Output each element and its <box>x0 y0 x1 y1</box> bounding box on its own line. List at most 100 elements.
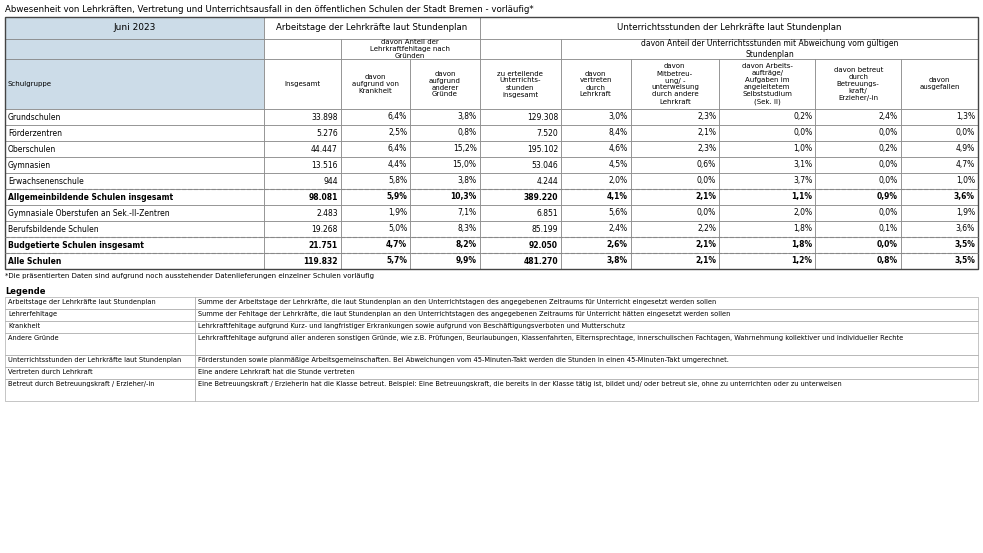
Bar <box>480 221 561 237</box>
Text: Eine andere Lehrkraft hat die Stunde vertreten: Eine andere Lehrkraft hat die Stunde ver… <box>198 369 355 375</box>
Text: 1,8%: 1,8% <box>791 241 812 249</box>
Text: 1,3%: 1,3% <box>955 112 975 122</box>
Bar <box>5 237 263 253</box>
Text: 19.268: 19.268 <box>312 225 338 233</box>
Text: 5,6%: 5,6% <box>608 208 627 217</box>
Text: 5.276: 5.276 <box>316 128 338 138</box>
Text: 3,6%: 3,6% <box>954 192 975 201</box>
Bar <box>195 379 978 401</box>
Text: 98.081: 98.081 <box>309 192 338 201</box>
Text: 3,8%: 3,8% <box>607 257 627 265</box>
Bar <box>480 17 978 39</box>
Bar <box>561 141 630 157</box>
Bar <box>480 39 561 59</box>
Text: Berufsbildende Schulen: Berufsbildende Schulen <box>8 225 98 233</box>
Text: 0,6%: 0,6% <box>697 160 717 170</box>
Text: 0,0%: 0,0% <box>697 176 717 185</box>
Bar <box>5 367 195 379</box>
Text: 0,0%: 0,0% <box>879 128 898 138</box>
Text: 3,5%: 3,5% <box>954 257 975 265</box>
Text: 4,1%: 4,1% <box>607 192 627 201</box>
Bar <box>815 125 901 141</box>
Text: 3,5%: 3,5% <box>954 241 975 249</box>
Bar <box>901 221 978 237</box>
Text: davon
Mitbetreu-
ung/ -
unterweisung
durch andere
Lehrkraft: davon Mitbetreu- ung/ - unterweisung dur… <box>651 64 699 105</box>
Text: 4.244: 4.244 <box>537 176 558 185</box>
Text: 0,0%: 0,0% <box>697 208 717 217</box>
Bar <box>561 157 630 173</box>
Text: davon
ausgefallen: davon ausgefallen <box>919 77 959 91</box>
Text: Lehrkraftfehltage aufgrund aller anderen sonstigen Gründe, wie z.B. Prüfungen, B: Lehrkraftfehltage aufgrund aller anderen… <box>198 335 903 341</box>
Text: 2,1%: 2,1% <box>695 192 717 201</box>
Text: 195.102: 195.102 <box>527 144 558 154</box>
Bar <box>341 237 410 253</box>
Text: 1,1%: 1,1% <box>791 192 812 201</box>
Text: davon
vertreten
durch
Lehrkraft: davon vertreten durch Lehrkraft <box>580 70 612 97</box>
Text: Lehrerfehltage: Lehrerfehltage <box>8 311 57 317</box>
Text: 4,6%: 4,6% <box>608 144 627 154</box>
Bar <box>480 157 561 173</box>
Text: 3,7%: 3,7% <box>793 176 812 185</box>
Text: 2,3%: 2,3% <box>697 144 717 154</box>
Text: 0,0%: 0,0% <box>879 208 898 217</box>
Text: 6,4%: 6,4% <box>388 112 407 122</box>
Text: 2,4%: 2,4% <box>608 225 627 233</box>
Bar <box>263 109 341 125</box>
Text: Schulgruppe: Schulgruppe <box>8 81 52 87</box>
Text: Unterrichtsstunden der Lehrkräfte laut Stundenplan: Unterrichtsstunden der Lehrkräfte laut S… <box>8 357 181 363</box>
Text: 85.199: 85.199 <box>532 225 558 233</box>
Bar <box>630 253 720 269</box>
Bar <box>815 205 901 221</box>
Text: 0,1%: 0,1% <box>879 225 898 233</box>
Text: Unterrichtsstunden der Lehrkräfte laut Stundenplan: Unterrichtsstunden der Lehrkräfte laut S… <box>616 23 841 33</box>
Bar <box>480 253 561 269</box>
Bar <box>5 109 263 125</box>
Text: 3,6%: 3,6% <box>955 225 975 233</box>
Text: 6,4%: 6,4% <box>388 144 407 154</box>
Bar <box>195 309 978 321</box>
Bar <box>815 109 901 125</box>
Bar <box>901 109 978 125</box>
Text: 2,0%: 2,0% <box>793 208 812 217</box>
Text: Allgemeinbildende Schulen insgesamt: Allgemeinbildende Schulen insgesamt <box>8 192 173 201</box>
Bar <box>263 205 341 221</box>
Bar <box>480 59 561 109</box>
Text: *Die präsentierten Daten sind aufgrund noch ausstehender Datenlieferungen einzel: *Die präsentierten Daten sind aufgrund n… <box>5 273 374 279</box>
Bar <box>5 157 263 173</box>
Bar <box>341 125 410 141</box>
Text: 13.516: 13.516 <box>312 160 338 170</box>
Bar <box>5 173 263 189</box>
Bar <box>341 205 410 221</box>
Bar <box>263 125 341 141</box>
Text: 389.220: 389.220 <box>524 192 558 201</box>
Text: Arbeitstage der Lehrkräfte laut Stundenplan: Arbeitstage der Lehrkräfte laut Stundenp… <box>276 23 467 33</box>
Bar <box>480 189 561 205</box>
Bar <box>341 157 410 173</box>
Bar <box>263 253 341 269</box>
Text: Betreut durch Betreuungskraft / Erzieher/-in: Betreut durch Betreuungskraft / Erzieher… <box>8 381 154 387</box>
Text: 5,8%: 5,8% <box>388 176 407 185</box>
Bar <box>480 237 561 253</box>
Text: Insgesamt: Insgesamt <box>284 81 320 87</box>
Bar <box>410 125 480 141</box>
Bar <box>720 205 815 221</box>
Bar <box>815 221 901 237</box>
Bar <box>5 221 263 237</box>
Bar <box>263 17 480 39</box>
Bar <box>410 109 480 125</box>
Text: 0,0%: 0,0% <box>793 128 812 138</box>
Text: 10,3%: 10,3% <box>450 192 477 201</box>
Bar <box>480 109 561 125</box>
Bar <box>815 59 901 109</box>
Bar <box>341 141 410 157</box>
Text: Summe der Fehltage der Lehrkräfte, die laut Stundenplan an den Unterrichtstagen : Summe der Fehltage der Lehrkräfte, die l… <box>198 311 730 317</box>
Bar <box>263 39 341 59</box>
Text: 8,2%: 8,2% <box>455 241 477 249</box>
Bar <box>901 253 978 269</box>
Text: 0,2%: 0,2% <box>879 144 898 154</box>
Text: 2,6%: 2,6% <box>607 241 627 249</box>
Text: 0,8%: 0,8% <box>877 257 898 265</box>
Text: 5,7%: 5,7% <box>386 257 407 265</box>
Bar <box>263 141 341 157</box>
Bar <box>5 125 263 141</box>
